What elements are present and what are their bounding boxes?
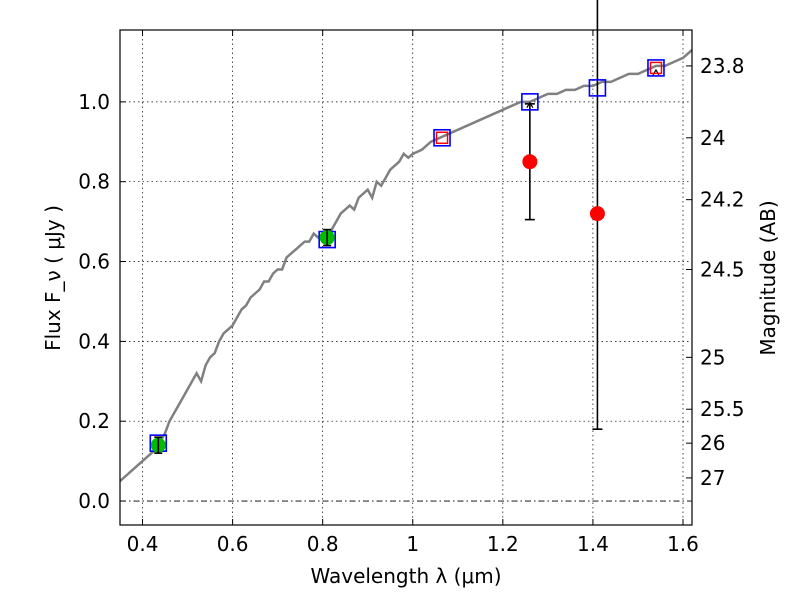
y-tick-label: 0.6 [78, 250, 110, 274]
y-tick-label: 0.8 [78, 170, 110, 194]
x-tick-label: 1.6 [667, 532, 699, 556]
model-photometry-point [521, 93, 539, 111]
magnitude-tick-label: 26 [700, 431, 725, 455]
observed-limit-point [649, 61, 663, 75]
right-axis-label: Magnitude (AB) [756, 200, 780, 355]
x-tick-label: 1.2 [487, 532, 519, 556]
x-tick-label: 0.6 [217, 532, 249, 556]
model-sed-layer [119, 49, 693, 483]
y-tick-label: 0.0 [78, 489, 110, 513]
y-axis: 0.0 0.2 0.4 0.6 0.8 1.0 [78, 90, 126, 513]
y-axis-label: Flux F_ν ( μJy ) [41, 205, 65, 351]
model-sed-line [119, 49, 693, 483]
magnitude-tick-label: 24.5 [700, 258, 745, 282]
magnitude-tick-label: 24.2 [700, 188, 745, 212]
plot-frame [119, 29, 693, 526]
y-tick-label: 1.0 [78, 90, 110, 114]
model-photometry-point [647, 59, 665, 77]
observed-point [522, 154, 538, 170]
observed-point [589, 206, 605, 222]
observed-limit-point [435, 131, 449, 145]
grid-layer [120, 30, 692, 525]
model-photometry-point [433, 128, 451, 147]
y-tick-label: 0.2 [78, 409, 110, 433]
model-photometry-point [588, 79, 607, 97]
y-tick-label: 0.4 [78, 329, 110, 353]
x-tick-label: 1.4 [577, 532, 609, 556]
x-axis: 0.4 0.6 0.8 1 1.2 1.4 1.6 [127, 30, 699, 556]
magnitude-tick-label: 23.8 [700, 54, 745, 78]
magnitude-axis: 23.8 24 24.2 24.5 25 25.5 26 27 [686, 54, 745, 490]
upper-limit-marker [526, 101, 534, 108]
x-axis-label: Wavelength λ (μm) [310, 564, 501, 588]
x-tick-label: 0.4 [127, 532, 159, 556]
magnitude-tick-label: 27 [700, 466, 725, 490]
x-tick-label: 1 [406, 532, 419, 556]
magnitude-tick-label: 25.5 [700, 397, 745, 421]
points-layer [149, 59, 665, 454]
magnitude-tick-label: 24 [700, 126, 725, 150]
magnitude-tick-label: 25 [700, 345, 725, 369]
x-tick-label: 0.8 [307, 532, 339, 556]
